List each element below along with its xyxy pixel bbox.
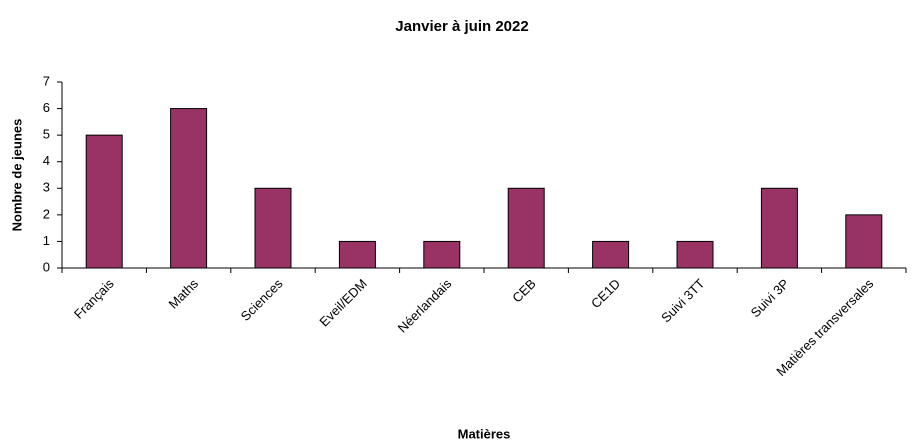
y-tick-label: 0: [43, 259, 50, 274]
bar: [423, 240, 461, 269]
x-tick-label: Français: [71, 276, 117, 322]
bar: [676, 240, 714, 269]
y-tick-label: 6: [43, 100, 50, 115]
x-tick-label: CE1D: [588, 276, 623, 311]
y-tick-label: 7: [43, 73, 50, 88]
chart-title: Janvier à juin 2022: [395, 18, 528, 35]
y-tick-label: 5: [43, 127, 50, 142]
x-tick-label: CEB: [509, 276, 539, 306]
x-tick-label: Maths: [166, 276, 202, 312]
x-tick-label: Matières transversales: [773, 276, 876, 379]
y-axis-label: Nombre de jeunes: [9, 119, 24, 232]
x-tick-label: Eveil/EDM: [316, 276, 370, 330]
x-tick-label: Néerlandais: [395, 276, 455, 336]
y-tick-label: 2: [43, 206, 50, 221]
y-tick-label: 1: [43, 233, 50, 248]
bar: [760, 187, 798, 269]
bar: [338, 240, 376, 269]
x-tick-label: Suivi 3P: [748, 276, 792, 320]
x-axis-label: Matières: [458, 426, 511, 441]
bar: [170, 108, 208, 269]
bar: [507, 187, 545, 269]
x-tick-label: Sciences: [238, 276, 286, 324]
bar: [845, 214, 883, 269]
bar: [254, 187, 292, 269]
bar: [85, 134, 123, 269]
y-tick-label: 4: [43, 153, 50, 168]
y-tick-label: 3: [43, 180, 50, 195]
x-tick-label: Suivi 3TT: [658, 276, 707, 325]
bar: [592, 240, 630, 269]
